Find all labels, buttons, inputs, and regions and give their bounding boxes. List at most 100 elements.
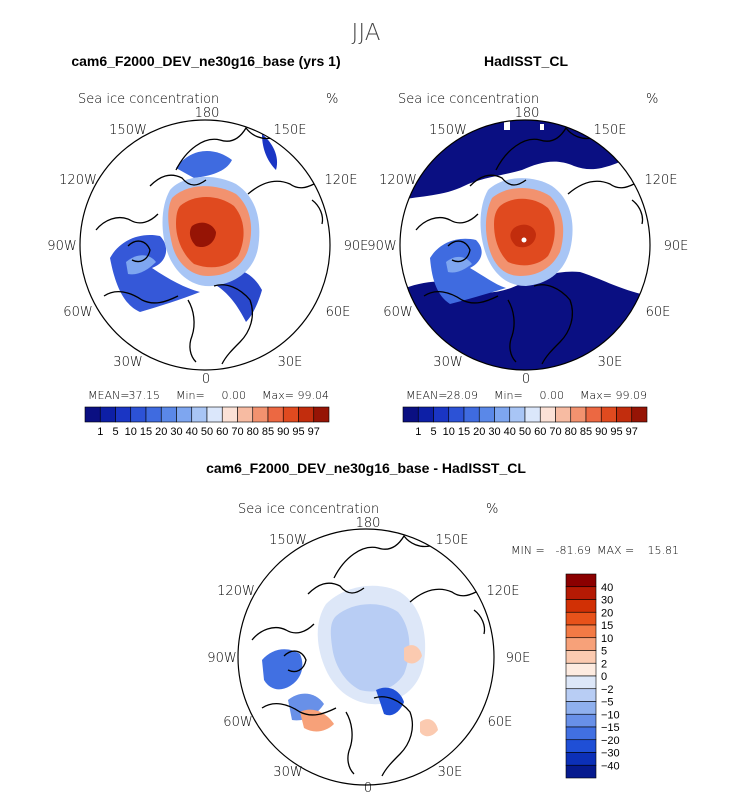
colorbar-tick-label: 5 [112,426,118,438]
colorbar-tick-label: 30 [488,426,500,438]
model-ice-okhotsk [262,134,278,170]
colorbar-swatch [509,406,526,423]
colorbar-tick-label: 70 [231,426,243,438]
colorbar-tick-label: 90 [277,426,289,438]
colorbar-tick-label: 95 [292,426,304,438]
colorbar-swatch [524,406,541,423]
colorbar-tick-label: 15 [458,426,470,438]
colorbar-swatch [298,406,315,423]
svg-text:Max=: Max= [262,389,294,402]
colorbar-swatch [565,739,597,753]
colorbar-tick-label: 40 [504,426,516,438]
svg-text:28.09: 28.09 [447,389,479,402]
colorbar-swatch [463,406,480,423]
svg-text:90W: 90W [207,651,236,666]
svg-text:120E: 120E [324,173,357,188]
diff-stats: MIN = -81.69 MAX = 15.81 [511,544,679,557]
svg-text:Min=: Min= [176,389,205,402]
colorbar-tick-label: 15 [601,620,613,632]
colorbar-tick-label: 0 [601,671,607,683]
colorbar-swatch [565,726,597,741]
model-ice-baffin [110,234,200,312]
svg-text:150W: 150W [429,123,467,138]
colorbar-tick-label: −15 [601,722,620,734]
colorbar-swatch [252,406,269,423]
diff-map-frame [237,528,495,786]
panel-obs-title: HadISST_CL [484,53,568,69]
colorbar-swatch [417,406,434,423]
colorbar-swatch [539,406,556,423]
svg-text:120W: 120W [59,173,97,188]
model-ice-pack-peak [189,222,216,248]
panel-obs-units: % [646,92,658,107]
colorbar-swatch [84,406,101,423]
colorbar-tick-label: 2 [601,658,607,670]
svg-text:0: 0 [522,372,530,387]
obs-ice-baffin [430,238,506,304]
diff-ice-greenland [376,687,404,716]
colorbar-swatch [565,764,597,779]
panel-obs-map [400,120,650,370]
colorbar-swatch [565,586,597,600]
colorbar-swatch [585,406,602,423]
colorbar-tick-label: 40 [601,582,613,594]
colorbar-tick-label: 50 [201,426,213,438]
svg-text:180: 180 [195,106,220,121]
colorbar-swatch [160,406,177,423]
svg-text:90E: 90E [344,239,369,254]
obs-coastlines [415,126,644,365]
colorbar-tick-label: −2 [601,684,614,696]
colorbar-swatch [206,406,223,423]
svg-text:MAX =: MAX = [597,544,634,557]
model-stats: MEAN= 37.15 Min= 0.00 Max= 99.04 [88,389,329,402]
panel-model-map [80,120,330,370]
colorbar-swatch [565,611,597,626]
svg-text:MEAN=: MEAN= [406,389,447,402]
colorbar-tick-label: −20 [601,735,620,747]
obs-ice-pack-peak [510,224,536,248]
svg-text:60W: 60W [383,305,412,320]
svg-text:15.81: 15.81 [648,544,680,557]
colorbar-tick-label: 15 [140,426,152,438]
colorbar-swatch [115,406,132,423]
diff-ice-positive-c [420,719,438,737]
panel-model-variable: Sea ice concentration [78,92,219,107]
season-title: JJA [352,20,381,46]
svg-text:30W: 30W [273,765,302,780]
diff-lon-labels: 180 150E 120E 90E 60E 30E 0 30W 60W 90W … [207,516,530,796]
obs-lon-labels: 180 150E 120E 90E 60E 30E 0 30W 60W 90W … [367,106,688,387]
svg-text:Min=: Min= [494,389,523,402]
svg-text:60E: 60E [326,305,351,320]
obs-map-frame [399,119,651,371]
colorbar-tick-label: 70 [549,426,561,438]
colorbar-swatch [565,637,597,651]
panel-model: cam6_F2000_DEV_ne30g16_base (yrs 1) Sea … [47,53,368,438]
panel-model-title: cam6_F2000_DEV_ne30g16_base (yrs 1) [71,53,340,69]
colorbar-tick-label: −30 [601,748,620,760]
svg-text:Max=: Max= [580,389,612,402]
diff-ice-positive-b [404,645,422,664]
panel-diff-map [238,529,494,785]
svg-text:-81.69: -81.69 [556,544,591,557]
colorbar-tick-label: 60 [216,426,228,438]
svg-text:150W: 150W [109,123,147,138]
colorbar-swatch [565,624,597,639]
colorbar-tick-label: 80 [247,426,259,438]
panel-model-units: % [326,92,338,107]
colorbar-swatch [402,406,419,423]
colorbar-tick-label: 10 [125,426,137,438]
colorbar-swatch [565,599,597,613]
colorbar-swatch [448,406,465,423]
colorbar-swatch [565,675,597,690]
colorbar-swatch [565,752,597,766]
colorbar-swatch [565,713,597,728]
colorbar-swatch [600,406,617,423]
diff-coastlines [251,534,486,777]
colorbar-swatch [191,406,208,423]
colorbar-swatch [313,406,330,423]
svg-text:0.00: 0.00 [540,389,565,402]
model-lon-labels: 180 150E 120E 90E 60E 30E 0 30W 60W 90W … [47,106,368,387]
svg-text:0: 0 [364,781,372,796]
